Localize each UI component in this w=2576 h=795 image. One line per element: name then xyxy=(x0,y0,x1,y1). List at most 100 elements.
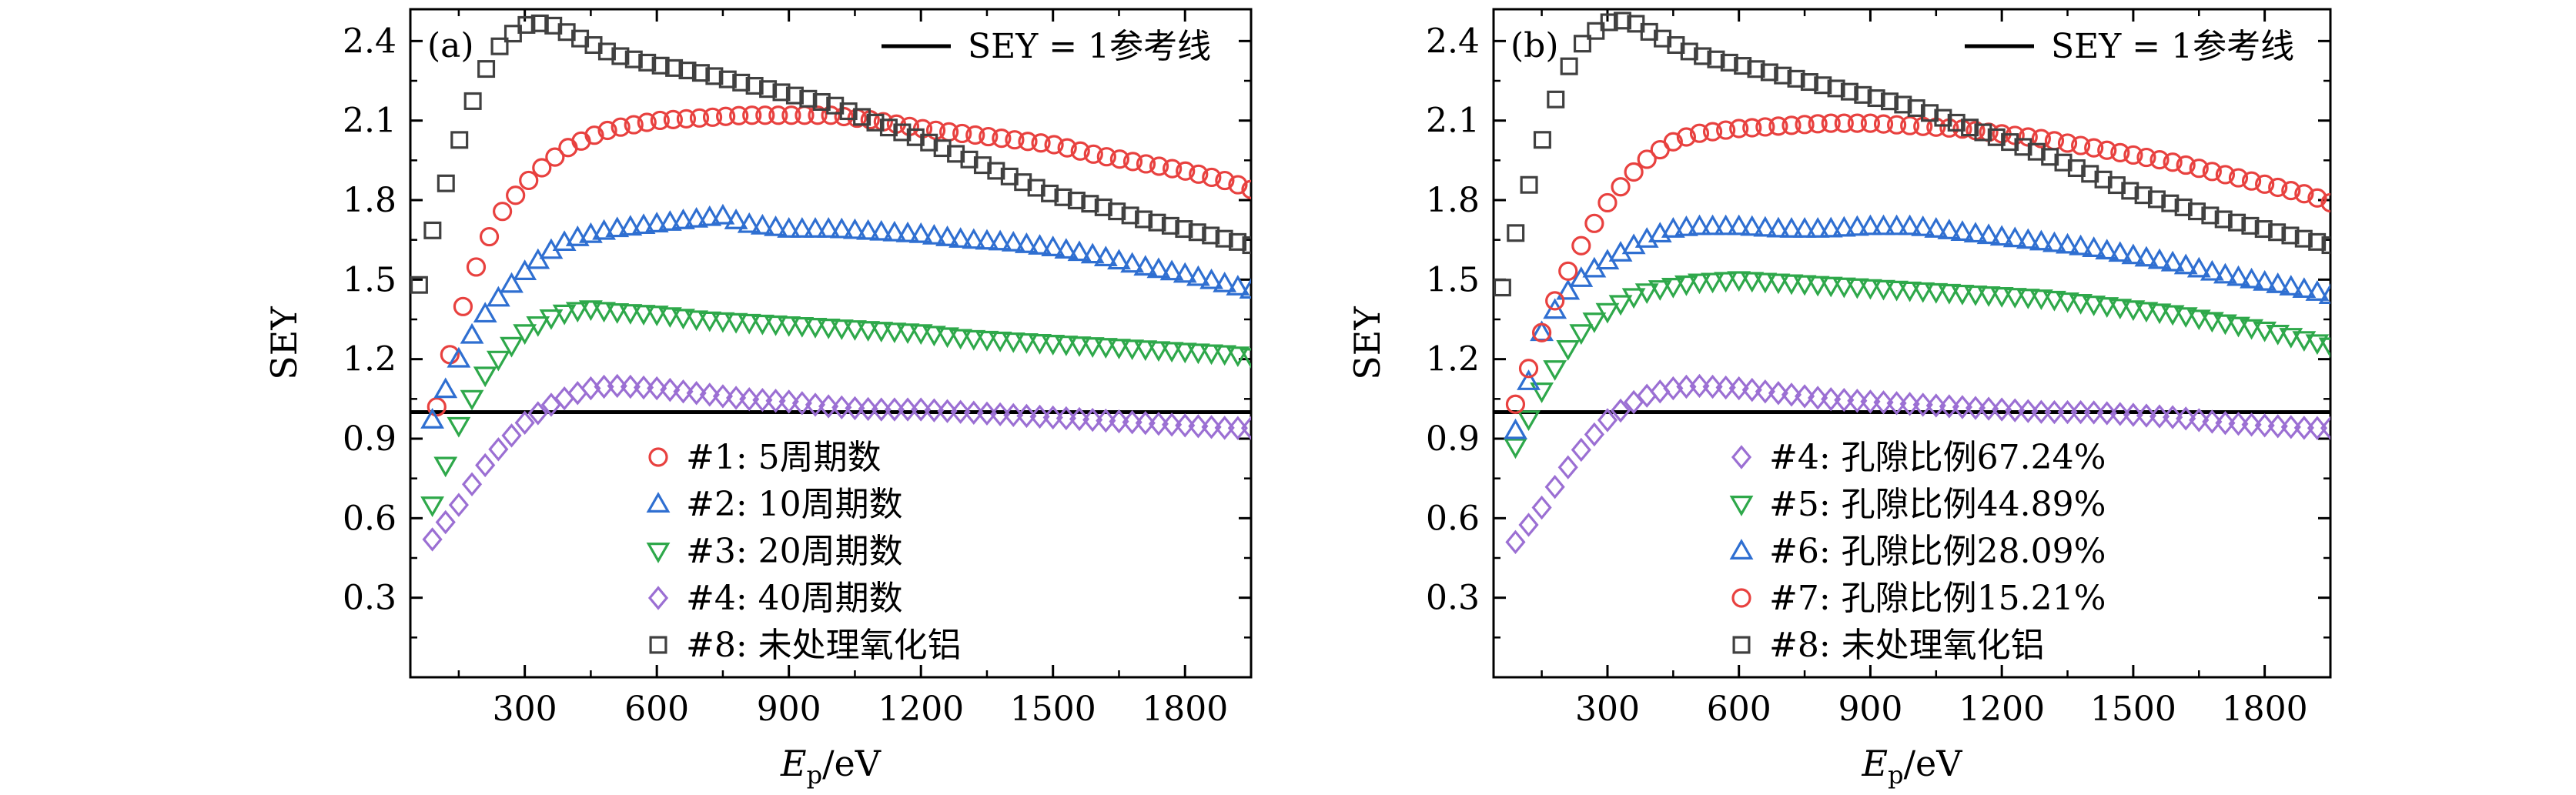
data-point xyxy=(490,37,509,55)
x-tick-label: 1200 xyxy=(878,690,964,729)
data-point xyxy=(2188,202,2206,221)
data-point xyxy=(488,437,509,462)
data-point xyxy=(1779,274,1804,296)
data-point xyxy=(2201,206,2220,225)
data-point xyxy=(1787,69,1805,88)
data-point xyxy=(1186,343,1210,365)
data-point xyxy=(2109,402,2130,426)
data-point xyxy=(447,346,471,368)
data-point xyxy=(463,92,482,110)
data-point xyxy=(644,212,669,232)
y-axis-title: SEY xyxy=(1347,306,1388,380)
data-point xyxy=(790,217,815,238)
data-point xyxy=(2279,328,2303,349)
data-point xyxy=(2057,399,2078,425)
data-point xyxy=(805,392,826,417)
data-point xyxy=(1873,390,1894,415)
data-point xyxy=(2084,138,2104,158)
data-point xyxy=(1937,219,1962,239)
y-tick-label: 1.2 xyxy=(1426,340,1480,379)
data-point xyxy=(935,327,959,349)
data-point xyxy=(1714,214,1738,235)
data-point xyxy=(1634,227,1659,248)
data-point xyxy=(671,209,695,229)
data-point xyxy=(2161,194,2180,212)
data-point xyxy=(513,324,537,346)
data-point xyxy=(1215,170,1235,191)
legend-marker xyxy=(1731,588,1751,608)
data-point xyxy=(803,217,828,238)
data-point xyxy=(1188,223,1206,242)
data-point xyxy=(1950,220,1975,241)
data-point xyxy=(1608,295,1633,316)
data-point xyxy=(884,397,905,422)
data-point xyxy=(618,215,643,236)
data-point xyxy=(1961,119,1979,137)
data-point xyxy=(2160,250,2185,272)
data-point xyxy=(2067,159,2086,178)
data-point xyxy=(2176,155,2196,175)
data-point xyxy=(950,399,971,424)
data-point xyxy=(1189,164,1209,184)
data-point xyxy=(647,376,667,401)
data-point xyxy=(737,313,761,335)
legend-marker xyxy=(1729,496,1754,516)
data-point xyxy=(1159,259,1184,281)
data-point xyxy=(1041,184,1059,202)
data-point xyxy=(1135,410,1156,436)
data-point xyxy=(1146,341,1171,362)
data-point xyxy=(2267,414,2288,439)
data-point xyxy=(1727,214,1751,235)
data-point xyxy=(1768,116,1788,136)
data-point xyxy=(1768,381,1789,406)
data-point xyxy=(2200,312,2224,333)
data-point xyxy=(684,310,709,332)
data-point xyxy=(1858,214,1882,235)
data-point xyxy=(2082,296,2106,316)
data-point xyxy=(2108,299,2133,320)
data-point xyxy=(592,219,616,240)
data-point xyxy=(651,56,670,75)
data-point xyxy=(843,320,867,341)
data-point xyxy=(1188,414,1209,439)
y-tick-label: 0.9 xyxy=(1426,419,1480,459)
data-point xyxy=(539,309,564,330)
data-point xyxy=(2002,288,2027,309)
data-point xyxy=(1015,232,1039,253)
x-axis-title-unit: /eV xyxy=(822,743,882,784)
data-point xyxy=(1952,395,1973,419)
data-point xyxy=(2031,129,2051,149)
data-point xyxy=(1057,138,1077,158)
data-point xyxy=(1872,279,1895,301)
data-point xyxy=(1965,396,1986,420)
data-point xyxy=(2318,337,2330,359)
data-point xyxy=(1530,382,1554,403)
data-point xyxy=(1016,403,1037,429)
data-point xyxy=(791,391,812,416)
data-point xyxy=(2253,321,2277,342)
data-point xyxy=(473,366,497,388)
data-point xyxy=(578,300,603,322)
data-point xyxy=(1530,320,1554,342)
data-point xyxy=(732,73,751,92)
data-point xyxy=(1027,179,1045,197)
legend-marker xyxy=(646,492,671,513)
data-point xyxy=(1898,214,1922,235)
data-point xyxy=(1621,288,1646,309)
data-point xyxy=(1860,389,1881,414)
data-point xyxy=(1860,113,1881,133)
data-point xyxy=(657,307,682,329)
data-point xyxy=(2174,198,2193,216)
series-1 xyxy=(1505,373,2330,555)
data-point xyxy=(1028,334,1052,355)
data-point xyxy=(1597,408,1618,433)
data-point xyxy=(1634,283,1659,305)
data-point xyxy=(1753,215,1778,237)
data-point xyxy=(724,312,748,334)
data-point xyxy=(676,109,697,129)
data-point xyxy=(1229,232,1247,251)
data-point xyxy=(517,15,536,34)
data-point xyxy=(1781,382,1802,407)
data-point xyxy=(711,312,735,333)
